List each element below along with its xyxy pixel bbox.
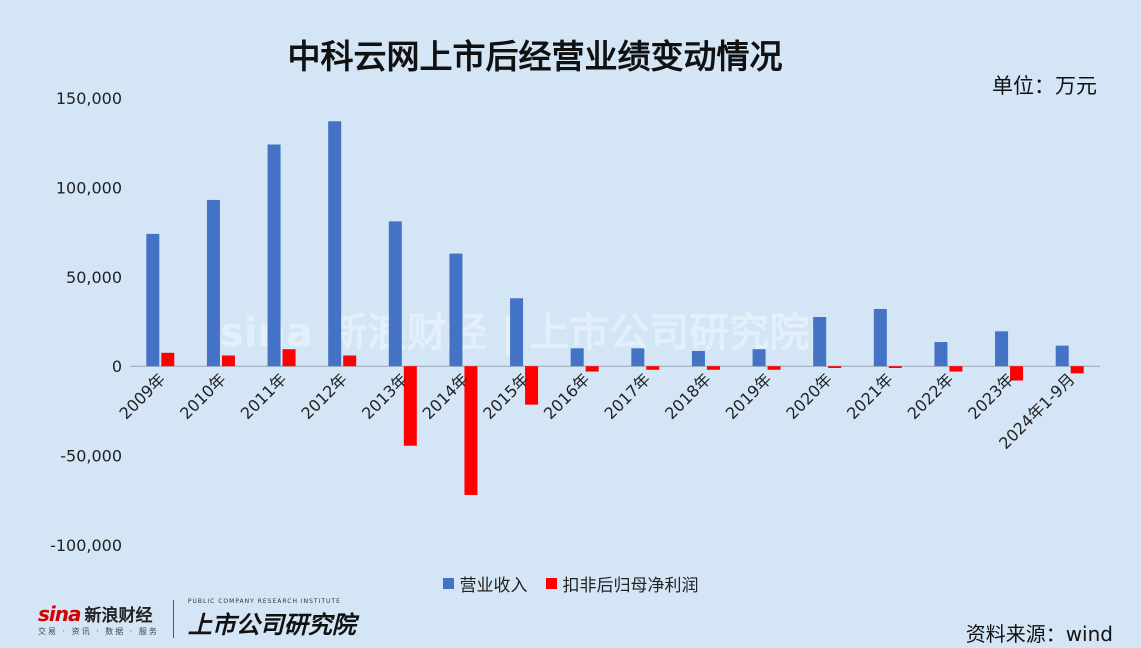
bar-revenue: [449, 253, 463, 367]
bar-profit: [585, 366, 599, 372]
bar-profit: [464, 366, 478, 495]
institute-logo: PUBLIC COMPANY RESEARCH INSTITUTE 上市公司研究…: [188, 598, 356, 640]
bar-profit: [828, 366, 842, 368]
x-tick-label: 2009年: [116, 370, 170, 424]
sina-wordmark: sina: [38, 602, 81, 626]
x-tick-label: 2015年: [479, 370, 533, 424]
x-tick-label: 2011年: [237, 370, 291, 424]
legend-label-profit: 扣非后归母净利润: [562, 576, 699, 596]
y-tick-label: 150,000: [56, 89, 122, 108]
bar-profit: [706, 366, 720, 370]
institute-en-name: PUBLIC COMPANY RESEARCH INSTITUTE: [187, 598, 341, 605]
legend-label-revenue: 营业收入: [459, 576, 528, 596]
x-tick-label: 2020年: [782, 370, 836, 424]
bar-profit: [888, 366, 902, 368]
y-tick-label: -50,000: [60, 447, 122, 466]
legend-swatch-profit: [545, 578, 557, 589]
bar-revenue: [995, 331, 1009, 367]
legend-swatch-revenue: [442, 578, 454, 589]
institute-cn-name: 上市公司研究院: [187, 611, 356, 639]
bar-profit: [161, 352, 175, 367]
x-tick-label: 2012年: [297, 370, 351, 424]
x-tick-label: 2022年: [904, 370, 958, 424]
x-tick-label: 2014年: [419, 370, 473, 424]
x-tick-label: 2017年: [601, 370, 655, 424]
bar-profit: [646, 366, 660, 370]
x-tick-label: 2013年: [358, 370, 412, 424]
bar-profit: [403, 366, 417, 446]
chart-title: 中科云网上市后经营业绩变动情况: [287, 37, 783, 76]
x-tick-label: 2018年: [661, 370, 715, 424]
bar-revenue: [206, 199, 220, 367]
bar-profit: [949, 366, 963, 372]
bar-revenue: [1055, 345, 1069, 367]
brand-logos: sina 新浪财经 交易 · 资讯 · 数据 · 服务 PUBLIC COMPA…: [38, 598, 356, 640]
x-tick-label: 2016年: [540, 370, 594, 424]
x-tick-label: 2010年: [176, 370, 230, 424]
bar-revenue: [388, 221, 402, 367]
bar-revenue: [146, 233, 160, 367]
x-tick-label: 2021年: [843, 370, 897, 424]
y-tick-label: -100,000: [50, 536, 122, 555]
legend-item-revenue: 营业收入: [442, 571, 528, 596]
source-label: 资料来源：wind: [965, 622, 1113, 646]
bar-revenue: [691, 351, 705, 367]
x-tick-label: 2023年: [964, 370, 1018, 424]
x-tick-label: 2019年: [722, 370, 776, 424]
bar-profit: [221, 355, 235, 367]
y-tick-label: 50,000: [66, 268, 122, 287]
bar-profit: [767, 366, 781, 370]
unit-label: 单位：万元: [992, 74, 1097, 98]
bar-profit: [525, 366, 539, 405]
bar-revenue: [570, 348, 584, 367]
bar-revenue: [510, 298, 524, 367]
legend-item-profit: 扣非后归母净利润: [545, 571, 699, 596]
y-tick-label: 100,000: [56, 178, 122, 197]
bar-profit: [343, 355, 357, 367]
sina-cn-name: 新浪财经: [84, 606, 153, 626]
bar-revenue: [813, 317, 827, 367]
bar-profit: [282, 349, 296, 367]
bar-profit: [1070, 366, 1084, 374]
sina-finance-logo: sina 新浪财经 交易 · 资讯 · 数据 · 服务: [38, 601, 159, 637]
bar-revenue: [934, 342, 948, 367]
brand-divider: [172, 600, 174, 638]
y-tick-label: 0: [112, 357, 122, 376]
bar-revenue: [328, 121, 342, 367]
chart-legend: 营业收入 扣非后归母净利润: [0, 571, 1141, 596]
bar-revenue: [752, 349, 766, 367]
bar-revenue: [631, 348, 645, 367]
bar-profit: [1010, 366, 1024, 381]
bar-revenue: [873, 308, 887, 367]
bar-revenue: [267, 144, 281, 367]
sina-tagline: 交易 · 资讯 · 数据 · 服务: [38, 627, 159, 636]
